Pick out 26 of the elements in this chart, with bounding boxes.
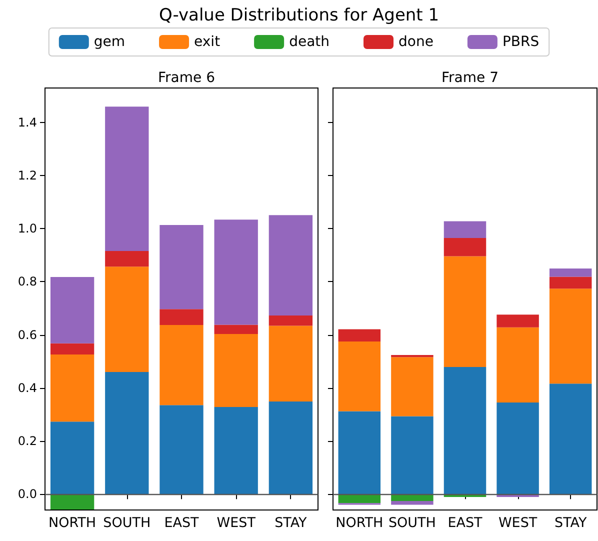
x-tick-label: NORTH bbox=[48, 515, 96, 531]
chart-subtitle: Frame 6 bbox=[158, 70, 216, 86]
x-tick-label: SOUTH bbox=[103, 515, 151, 531]
legend-label: PBRS bbox=[502, 34, 540, 50]
y-tick-label: 0.8 bbox=[18, 274, 37, 289]
y-tick-label: 1.4 bbox=[18, 116, 37, 130]
x-tick-label: SOUTH bbox=[388, 515, 436, 531]
y-tick-label: 1.0 bbox=[18, 222, 37, 236]
legend-label: exit bbox=[194, 34, 221, 50]
legend-label: gem bbox=[94, 34, 126, 50]
y-tick-label: 0.0 bbox=[18, 487, 37, 502]
x-tick-label: EAST bbox=[448, 515, 484, 531]
y-tick-label: 0.4 bbox=[18, 380, 37, 395]
y-tick-label: 0.2 bbox=[18, 434, 37, 448]
x-tick-label: WEST bbox=[498, 515, 538, 531]
x-tick-label: EAST bbox=[164, 515, 200, 531]
chart-subtitle: Frame 7 bbox=[442, 70, 498, 86]
x-tick-label: STAY bbox=[274, 515, 308, 531]
y-tick-label: 0.6 bbox=[18, 328, 37, 342]
chart-title: Q-value Distributions for Agent 1 bbox=[158, 6, 440, 26]
legend-label: done bbox=[398, 34, 434, 50]
x-tick-label: STAY bbox=[554, 515, 588, 531]
legend-label: death bbox=[289, 34, 330, 50]
y-tick-label: 1.2 bbox=[18, 168, 37, 183]
x-tick-label: NORTH bbox=[336, 515, 384, 531]
x-tick-label: WEST bbox=[216, 515, 256, 531]
